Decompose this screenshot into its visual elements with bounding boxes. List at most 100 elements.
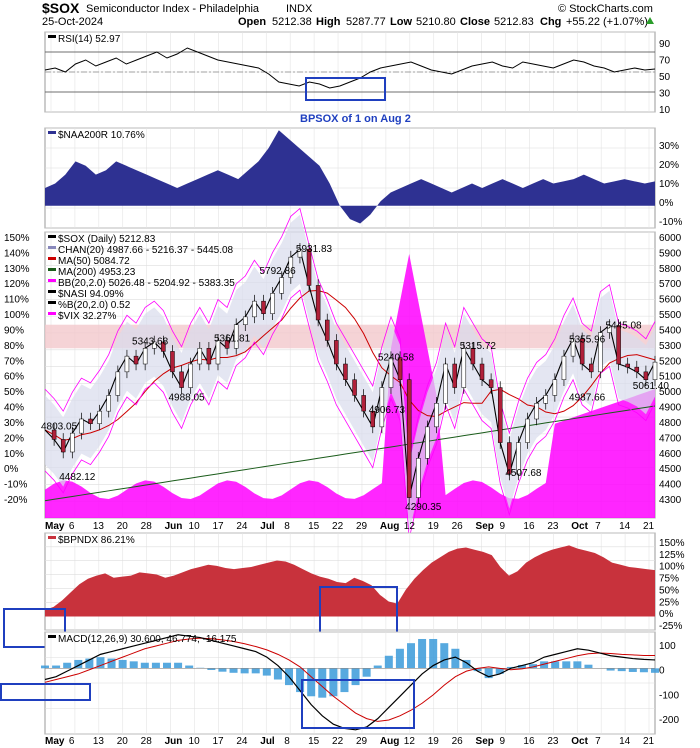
x-tick-label: Sep	[476, 736, 494, 747]
candle-body	[589, 363, 594, 373]
macd-histogram-bar	[495, 668, 504, 674]
y-tick-label: 5800	[659, 264, 682, 275]
channel-band	[45, 214, 655, 533]
y-tick-label: 25%	[659, 597, 679, 608]
x-tick-label: 7	[595, 521, 601, 532]
x-tick-label: 28	[141, 521, 153, 532]
close-label: Close	[460, 16, 490, 28]
x-tick-label: 9	[499, 736, 505, 747]
macd-histogram-bar	[540, 661, 549, 669]
y-tick-label: 30%	[659, 141, 679, 152]
price-annotation: 5931.83	[296, 244, 333, 255]
macd-histogram-bar	[151, 662, 160, 669]
macd-histogram-bar	[41, 665, 49, 669]
candle-body	[315, 285, 321, 321]
price-annotation: 5061.40	[633, 381, 670, 392]
candle-body	[279, 277, 284, 294]
macd-highlight-mid	[301, 679, 415, 729]
x-tick-label: Jul	[260, 521, 275, 532]
candle-body	[288, 256, 294, 278]
price-annotation: 5240.58	[378, 353, 415, 364]
left-tick-label: 100%	[4, 310, 30, 321]
naa200r-panel: 30% 20% 10% 0% -10% $NAA200R 10.76%	[44, 127, 682, 229]
legend-entry: $BPNDX 86.21%	[58, 535, 135, 546]
candle-body	[488, 379, 494, 388]
high-value: 5287.77	[346, 16, 386, 28]
legend-entry: CHAN(20) 4987.66 - 5216.37 - 5445.08	[58, 245, 234, 256]
candle-body	[406, 379, 412, 498]
x-tick-label: 17	[212, 736, 224, 747]
candle-body	[270, 293, 275, 314]
candle-body	[434, 403, 439, 428]
x-tick-label: 20	[117, 521, 129, 532]
candle-body	[188, 363, 193, 388]
y-tick-label: 20%	[659, 160, 679, 171]
x-tick-label: Oct	[571, 736, 588, 747]
price-annotation: 5355.96	[569, 335, 606, 346]
macd-histogram-bar	[373, 665, 382, 669]
y-tick-label: 0%	[659, 609, 674, 620]
x-tick-label: 13	[93, 736, 105, 747]
candle-body	[334, 340, 339, 365]
macd-histogram-bar	[118, 659, 127, 669]
y-tick-label: 90	[659, 39, 671, 50]
candle-body	[243, 316, 248, 325]
candle-body	[124, 355, 130, 373]
macd-histogram-bar	[473, 668, 482, 672]
macd-histogram-bar	[74, 659, 83, 669]
x-tick-label: Oct	[571, 521, 588, 532]
macd-histogram-bar	[329, 668, 338, 697]
candle-body	[88, 418, 93, 424]
x-tick-label: Jun	[165, 736, 183, 747]
legend-swatch	[48, 268, 56, 271]
macd-histogram-bar	[584, 664, 593, 669]
macd-histogram-bar	[517, 664, 526, 669]
macd-signal-line	[44, 637, 655, 722]
candle-body	[361, 395, 366, 412]
macd-panel: 100 0 -100 -200 MACD(12,26,9) 30.600, 46.774…	[0, 631, 679, 735]
x-axis-mid: May 6 13 20 28 Jun 10 17 24 Jul 8 15 22 29 Aug 12 19 26 Se…	[45, 521, 655, 532]
legend-swatch	[48, 279, 56, 282]
candle-body	[543, 395, 548, 404]
left-tick-label: 140%	[4, 248, 30, 259]
y-tick-label: -200	[659, 715, 679, 726]
candle-body	[525, 418, 530, 443]
macd-histogram-bar	[573, 661, 582, 669]
price-annotation: 4507.68	[505, 468, 542, 479]
candle-body	[179, 371, 184, 388]
x-tick-label: 7	[595, 736, 601, 747]
naa200r-area	[45, 130, 655, 224]
y-tick-label: 5400	[659, 325, 682, 336]
macd-histogram-bar	[240, 668, 249, 674]
legend-entry: MA(50) 5084.72	[58, 256, 130, 267]
macd-histogram-bar	[651, 668, 659, 673]
y-tick-label: 4900	[659, 403, 682, 414]
bpsox-annotation: BPSOX of 1 on Aug 2	[300, 113, 411, 125]
macd-histogram-bar	[163, 662, 171, 669]
y-tick-label: 6000	[659, 233, 682, 244]
left-tick-label: 30%	[4, 418, 24, 429]
macd-histogram-bar	[218, 668, 227, 672]
y-tick-label: 4500	[659, 464, 682, 475]
candle-body	[497, 387, 503, 443]
legend-entry: MACD(12,26,9) 30.600, 46.774, -16.175	[58, 634, 237, 645]
candle-body	[324, 319, 330, 341]
x-tick-label: 8	[284, 521, 290, 532]
chg-value: +55.22 (+1.07%)	[566, 16, 648, 28]
left-tick-label: 110%	[4, 295, 29, 306]
x-tick-label: 6	[69, 521, 75, 532]
low-value: 5210.80	[416, 16, 456, 28]
macd-histogram-bar	[185, 665, 194, 669]
low-label: Low	[390, 16, 412, 28]
left-tick-label: 150%	[4, 233, 30, 244]
macd-histogram-bar	[628, 668, 637, 672]
y-tick-label: 5200	[659, 356, 682, 367]
x-tick-label: 12	[404, 736, 416, 747]
y-tick-label: 4300	[659, 495, 682, 506]
candle-body	[261, 300, 266, 314]
candle-body	[297, 249, 303, 258]
y-tick-label: 10%	[659, 179, 679, 190]
macd-histogram-bar	[418, 638, 427, 669]
y-tick-label: -10%	[659, 217, 682, 228]
legend-entry: $SOX (Daily) 5212.83	[58, 234, 156, 245]
